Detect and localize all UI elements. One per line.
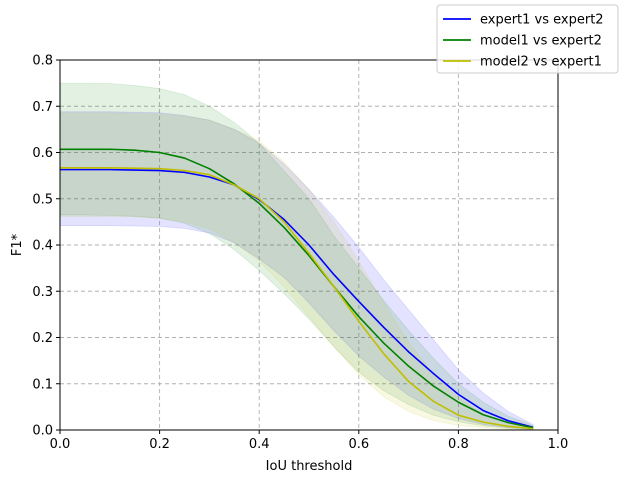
x-tick-label: 1.0 — [548, 437, 569, 452]
legend-box — [436, 4, 619, 74]
axis-ticks: 0.0 0.2 0.4 0.6 0.8 1.0 0.0 0.1 0.2 0.3 0.4 0.5 0.6 0… — [32, 54, 568, 453]
x-tick-label: 0.0 — [50, 437, 71, 452]
x-axis-label: IoU threshold — [266, 459, 353, 474]
y-tick-label: 0.8 — [32, 54, 53, 69]
y-tick-label: 0.4 — [32, 239, 53, 254]
y-tick-label: 0.5 — [32, 192, 53, 207]
legend-label-3: model2 vs expert1 — [480, 55, 602, 70]
y-tick-label: 0.7 — [32, 100, 53, 115]
series-line-3 — [60, 166, 534, 430]
legend-label-1: expert1 vs expert2 — [480, 13, 604, 28]
y-axis-label: F1* — [10, 233, 25, 256]
series-line-2 — [60, 148, 534, 429]
x-tick-label: 0.8 — [448, 437, 469, 452]
y-tick-label: 0.6 — [32, 146, 53, 161]
y-tick-label: 0.1 — [32, 377, 53, 392]
y-tick-label: 0.2 — [32, 331, 53, 346]
legend: expert1 vs expert2 model1 vs expert2 model… — [436, 4, 619, 74]
series-line-1 — [60, 168, 534, 428]
x-tick-label: 0.4 — [249, 437, 270, 452]
confidence-bands — [59, 82, 534, 430]
x-tick-label: 0.6 — [348, 437, 369, 452]
confidence-band-1 — [59, 111, 534, 430]
series-lines — [60, 148, 534, 430]
y-tick-label: 0.3 — [32, 285, 53, 300]
legend-label-2: model1 vs expert2 — [480, 34, 602, 49]
x-tick-label: 0.2 — [149, 437, 170, 452]
y-tick-label: 0.0 — [32, 424, 53, 439]
